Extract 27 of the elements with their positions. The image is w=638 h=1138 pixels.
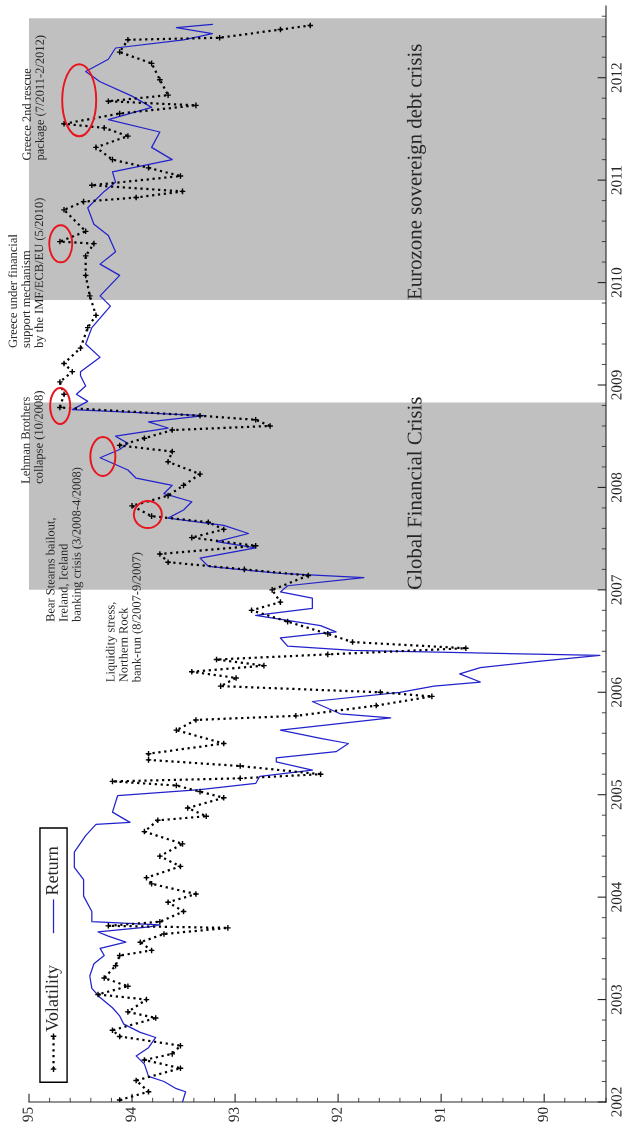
y-tick-label: 2005 (611, 780, 622, 810)
y-tick-label: 2006 (611, 677, 622, 707)
band-label: Global Financial Crisis (406, 397, 422, 589)
y-tick-label: 2009 (611, 370, 622, 400)
y-tick-label: 2007 (611, 575, 622, 605)
text: Volatility (45, 965, 62, 1032)
annotation: Lehman Brothers collapse (10/2008) (20, 391, 46, 484)
annotation: Liquidity stress, Northern Rock bank-run (8/2007-9/2007) (105, 552, 144, 683)
y-tick-label: 2010 (611, 267, 622, 298)
band-label: Eurozone sovereign debt crisis (406, 44, 426, 300)
y-tick-label: 2011 (611, 166, 622, 195)
x-tick-label: 95 (22, 1107, 33, 1122)
y-tick-label: 2004 (611, 882, 622, 912)
x-tick-label: 91 (434, 1107, 445, 1122)
y-tick-label: 2002 (611, 1087, 622, 1117)
text: Return (46, 846, 59, 895)
line-series (71, 23, 601, 1102)
annotation: Greece under financial support mechanism by the IMF/ECB/EU (5/2010) (8, 198, 46, 348)
y-tick-label: 2012 (611, 63, 622, 93)
annotation: Bear Stearns bailout, Ireland, Iceland banking crisis (3/2008-4/2008) (45, 467, 84, 622)
annotation: Greece 2nd rescue package (7/2011-2/2012) (22, 35, 47, 161)
x-tick-label: 92 (331, 1107, 342, 1122)
x-tick-label: 90 (537, 1107, 548, 1122)
y-tick-label: 2008 (611, 472, 622, 503)
x-tick-label: 94 (125, 1107, 136, 1122)
x-tick-label: 93 (228, 1107, 239, 1122)
y-tick-label: 2003 (611, 984, 622, 1015)
